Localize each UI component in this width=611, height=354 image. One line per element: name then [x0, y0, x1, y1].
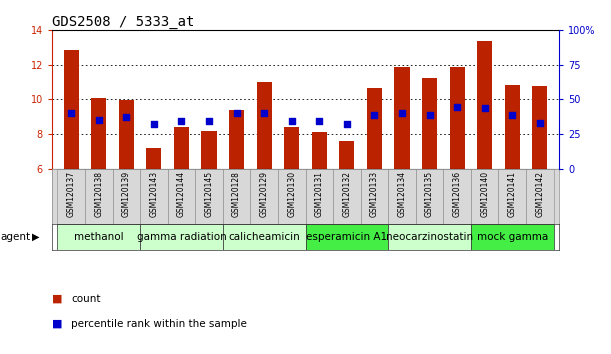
Bar	[91, 98, 106, 169]
Point	[425, 112, 434, 118]
Bar	[140, 169, 167, 224]
Bar	[112, 169, 140, 224]
Point	[67, 110, 76, 116]
Text: GSM120129: GSM120129	[260, 171, 269, 217]
Bar	[499, 169, 526, 224]
Text: percentile rank within the sample: percentile rank within the sample	[71, 319, 247, 329]
Text: GSM120140: GSM120140	[480, 171, 489, 217]
Bar	[146, 148, 161, 169]
Text: count: count	[71, 294, 101, 304]
Point	[122, 115, 131, 120]
Bar	[167, 169, 196, 224]
Bar	[223, 224, 306, 250]
Text: methanol: methanol	[74, 232, 123, 242]
Text: GDS2508 / 5333_at: GDS2508 / 5333_at	[52, 15, 194, 29]
Point	[370, 112, 379, 118]
Bar	[532, 86, 547, 169]
Text: gamma radiation: gamma radiation	[137, 232, 226, 242]
Bar	[202, 131, 217, 169]
Bar	[526, 169, 554, 224]
Point	[149, 121, 159, 127]
Text: GSM120134: GSM120134	[398, 171, 406, 217]
Bar	[85, 169, 112, 224]
Point	[535, 120, 544, 125]
Bar	[450, 67, 465, 169]
Bar	[196, 169, 223, 224]
Bar	[257, 82, 272, 169]
Text: GSM120138: GSM120138	[94, 171, 103, 217]
Text: GSM120132: GSM120132	[342, 171, 351, 217]
Text: GSM120143: GSM120143	[150, 171, 158, 217]
Bar	[477, 41, 492, 169]
Bar	[312, 132, 327, 169]
Bar	[333, 169, 360, 224]
Text: agent: agent	[1, 232, 31, 242]
Bar	[444, 169, 471, 224]
Text: ■: ■	[52, 294, 62, 304]
Bar	[284, 127, 299, 169]
Text: GSM120141: GSM120141	[508, 171, 517, 217]
Text: GSM120131: GSM120131	[315, 171, 324, 217]
Point	[232, 110, 241, 116]
Bar	[251, 169, 278, 224]
Text: mock gamma: mock gamma	[477, 232, 548, 242]
Point	[315, 118, 324, 124]
Text: GSM120135: GSM120135	[425, 171, 434, 217]
Bar	[415, 169, 444, 224]
Bar	[388, 169, 415, 224]
Point	[259, 110, 269, 116]
Point	[204, 118, 214, 124]
Text: GSM120137: GSM120137	[67, 171, 76, 217]
Point	[480, 105, 489, 111]
Text: calicheamicin: calicheamicin	[229, 232, 300, 242]
Text: GSM120142: GSM120142	[535, 171, 544, 217]
Bar	[57, 169, 85, 224]
Bar	[64, 50, 79, 169]
Bar	[57, 224, 140, 250]
Text: GSM120130: GSM120130	[287, 171, 296, 217]
Bar	[339, 141, 354, 169]
Bar	[223, 169, 251, 224]
Bar	[367, 88, 382, 169]
Bar	[119, 100, 134, 169]
Bar	[140, 224, 223, 250]
Point	[287, 118, 296, 124]
Bar	[278, 169, 306, 224]
Bar	[471, 224, 554, 250]
Text: GSM120133: GSM120133	[370, 171, 379, 217]
Bar	[471, 169, 499, 224]
Bar	[306, 224, 388, 250]
Bar	[388, 224, 471, 250]
Point	[342, 121, 352, 126]
Text: GSM120144: GSM120144	[177, 171, 186, 217]
Bar	[422, 78, 437, 169]
Point	[397, 110, 407, 116]
Text: GSM120128: GSM120128	[232, 171, 241, 217]
Bar	[229, 110, 244, 169]
Text: ▶: ▶	[32, 232, 39, 242]
Bar	[174, 127, 189, 169]
Bar	[306, 169, 333, 224]
Point	[177, 118, 186, 124]
Point	[452, 104, 462, 110]
Bar	[394, 67, 409, 169]
Text: neocarzinostatin: neocarzinostatin	[386, 232, 473, 242]
Text: ■: ■	[52, 319, 62, 329]
Text: GSM120139: GSM120139	[122, 171, 131, 217]
Bar	[505, 85, 520, 169]
Text: esperamicin A1: esperamicin A1	[306, 232, 387, 242]
Text: GSM120145: GSM120145	[205, 171, 213, 217]
Point	[94, 117, 104, 123]
Bar	[360, 169, 388, 224]
Point	[507, 112, 517, 118]
Text: GSM120136: GSM120136	[453, 171, 461, 217]
